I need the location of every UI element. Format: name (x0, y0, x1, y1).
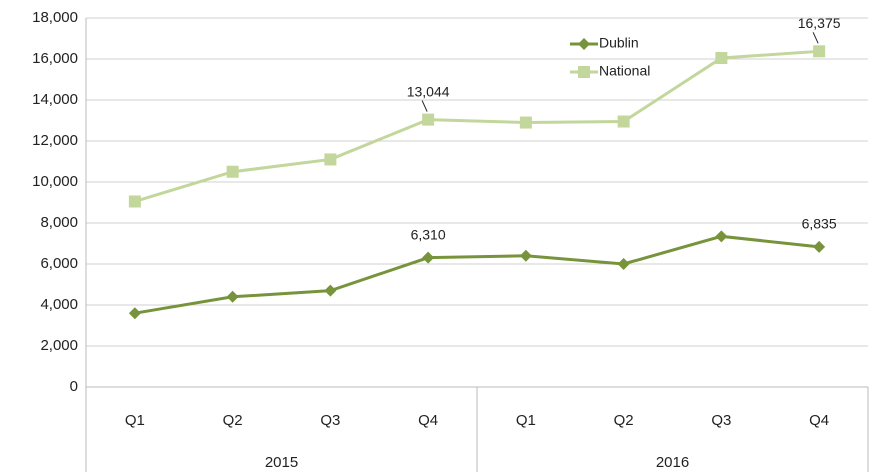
x-tick-label: Q2 (223, 412, 243, 429)
marker (226, 165, 239, 178)
series-line (134, 234, 820, 315)
y-tick-label: 0 (70, 378, 78, 395)
label-leader (421, 100, 428, 112)
marker (226, 290, 239, 303)
legend: Dublin National (570, 35, 650, 79)
label-leader (812, 32, 819, 44)
x-group-label: 2015 (265, 454, 298, 471)
x-tick-label: Q4 (418, 412, 438, 429)
marker (422, 251, 435, 264)
y-tick-label: 18,000 (32, 9, 78, 26)
marker (617, 115, 630, 128)
value-label: 6,835 (802, 216, 837, 232)
value-label: 16,375 (798, 15, 841, 31)
marker (715, 230, 728, 243)
value-label: 13,044 (407, 83, 450, 99)
marker (813, 45, 826, 58)
y-tick-label: 4,000 (40, 296, 78, 313)
y-tick-label: 14,000 (32, 91, 78, 108)
x-tick-label: Q1 (516, 412, 536, 429)
marker (519, 116, 532, 129)
marker (519, 249, 532, 262)
marker (813, 240, 826, 253)
y-tick-label: 12,000 (32, 132, 78, 149)
marker (578, 66, 590, 78)
marker (715, 51, 728, 64)
x-tick-label: Q1 (125, 412, 145, 429)
marker (422, 113, 435, 126)
marker (128, 307, 141, 320)
marker (324, 284, 337, 297)
x-tick-label: Q3 (320, 412, 340, 429)
x-tick-label: Q2 (614, 412, 634, 429)
y-tick-label: 8,000 (40, 214, 78, 231)
marker (128, 195, 141, 208)
series-line (134, 49, 820, 203)
y-tick-label: 6,000 (40, 255, 78, 272)
y-tick-label: 16,000 (32, 50, 78, 67)
marker (578, 38, 590, 50)
marker (324, 153, 337, 166)
value-label: 6,310 (411, 226, 446, 242)
y-tick-label: 2,000 (40, 337, 78, 354)
x-tick-label: Q3 (711, 412, 731, 429)
legend-label: National (599, 63, 650, 79)
legend-label: Dublin (599, 35, 639, 51)
y-tick-label: 10,000 (32, 173, 78, 190)
marker (617, 258, 630, 270)
x-tick-label: Q4 (809, 412, 829, 429)
x-group-label: 2016 (656, 454, 689, 471)
